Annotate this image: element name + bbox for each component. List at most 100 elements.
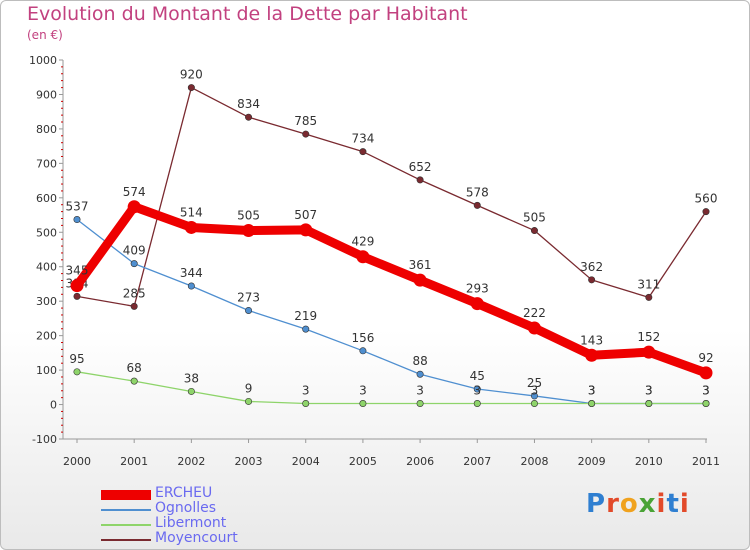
data-label-libermont: 3: [359, 384, 367, 398]
logo-letter: i: [656, 489, 667, 519]
logo-letter: o: [619, 489, 639, 519]
logo-letter: r: [606, 489, 620, 519]
data-label-libermont: 95: [69, 352, 84, 366]
data-point-ercheu: [642, 345, 656, 359]
data-label-libermont: 3: [645, 384, 653, 398]
data-point-ercheu: [299, 223, 313, 237]
data-point-libermont: [702, 400, 710, 408]
data-label-ognolles: 25: [527, 376, 542, 390]
data-point-ognolles: [130, 260, 138, 268]
data-point-moyencourt: [473, 201, 481, 209]
data-label-ognolles: 3: [588, 384, 596, 398]
x-tick-label: 2006: [406, 455, 434, 468]
y-tick-label: 600: [36, 192, 57, 205]
data-label-moyencourt: 311: [637, 277, 660, 291]
chart-title: Evolution du Montant de la Dette par Hab…: [27, 3, 468, 25]
data-label-ognolles: 88: [412, 354, 427, 368]
data-label-moyencourt: 652: [409, 160, 432, 174]
legend-item-ercheu: ERCHEU: [101, 485, 341, 502]
legend-swatch-ercheu: [101, 490, 151, 500]
data-label-ercheu: 222: [523, 306, 546, 320]
x-tick-label: 2010: [635, 455, 663, 468]
data-point-ognolles: [73, 216, 81, 224]
data-point-moyencourt: [130, 302, 138, 310]
data-label-ercheu: 507: [294, 208, 317, 222]
data-label-ercheu: 505: [237, 209, 260, 223]
y-tick-label: -100: [32, 433, 57, 446]
data-point-ognolles: [187, 282, 195, 290]
x-tick-label: 2000: [63, 455, 91, 468]
data-point-ognolles: [416, 370, 424, 378]
data-point-ercheu: [470, 297, 484, 311]
data-label-moyencourt: 920: [180, 68, 203, 82]
data-label-ognolles: 273: [237, 290, 260, 304]
data-label-libermont: 68: [127, 361, 142, 375]
x-tick-label: 2005: [349, 455, 377, 468]
y-tick-label: 800: [36, 123, 57, 136]
logo-letter: P: [586, 489, 607, 519]
data-point-libermont: [473, 400, 481, 408]
data-label-moyencourt: 362: [580, 260, 603, 274]
data-label-ognolles: 3: [645, 384, 653, 398]
data-point-libermont: [73, 368, 81, 376]
legend-swatch-libermont: [101, 524, 151, 526]
legend-label-ognolles: Ognolles: [155, 500, 217, 516]
data-label-moyencourt: 785: [294, 114, 317, 128]
data-label-libermont: 9: [245, 381, 253, 395]
data-point-ognolles: [359, 347, 367, 355]
data-point-libermont: [416, 400, 424, 408]
data-point-moyencourt: [588, 276, 596, 284]
data-point-ognolles: [473, 385, 481, 393]
data-label-ognolles: 3: [702, 384, 710, 398]
data-point-ognolles: [530, 392, 538, 400]
data-label-ercheu: 361: [409, 258, 432, 272]
proxiti-logo: Proxiti: [586, 489, 690, 519]
data-point-moyencourt: [245, 113, 253, 121]
data-label-ercheu: 293: [466, 282, 489, 296]
data-point-ercheu: [356, 250, 370, 264]
data-label-ognolles: 156: [351, 331, 374, 345]
x-tick-label: 2004: [292, 455, 320, 468]
data-label-ognolles: 344: [180, 266, 203, 280]
logo-letter: x: [638, 489, 657, 519]
y-tick-label: 500: [36, 226, 57, 239]
data-point-libermont: [530, 400, 538, 408]
data-label-moyencourt: 578: [466, 185, 489, 199]
data-label-ercheu: 152: [637, 330, 660, 344]
y-tick-label: 100: [36, 364, 57, 377]
data-label-ercheu: 92: [698, 351, 713, 365]
data-point-ercheu: [242, 224, 256, 238]
data-label-libermont: 3: [588, 384, 596, 398]
data-point-moyencourt: [302, 130, 310, 138]
data-label-ercheu: 345: [66, 264, 89, 278]
data-point-libermont: [302, 400, 310, 408]
data-label-ognolles: 45: [470, 369, 485, 383]
data-point-moyencourt: [359, 148, 367, 156]
data-label-moyencourt: 505: [523, 211, 546, 225]
data-point-moyencourt: [530, 227, 538, 235]
data-label-ercheu: 574: [123, 185, 146, 199]
data-label-moyencourt: 560: [695, 192, 718, 206]
data-label-ercheu: 143: [580, 333, 603, 347]
data-point-ercheu: [699, 366, 713, 380]
data-point-moyencourt: [416, 176, 424, 184]
x-tick-label: 2009: [578, 455, 606, 468]
legend: ERCHEU Ognolles Libermont Moyencourt: [101, 485, 341, 547]
data-label-libermont: 3: [702, 384, 710, 398]
x-tick-label: 2007: [463, 455, 491, 468]
data-label-libermont: 3: [531, 384, 539, 398]
data-point-ercheu: [527, 321, 541, 335]
y-tick-label: 400: [36, 261, 57, 274]
data-label-ognolles: 409: [123, 244, 146, 258]
data-point-libermont: [588, 400, 596, 408]
data-label-libermont: 3: [473, 384, 481, 398]
data-point-libermont: [130, 377, 138, 385]
x-tick-label: 2001: [120, 455, 148, 468]
legend-label-libermont: Libermont: [155, 515, 227, 531]
y-tick-label: 1000: [29, 54, 57, 67]
series-line-moyencourt: [76, 86, 707, 308]
data-point-moyencourt: [702, 208, 710, 216]
data-label-libermont: 3: [302, 384, 310, 398]
